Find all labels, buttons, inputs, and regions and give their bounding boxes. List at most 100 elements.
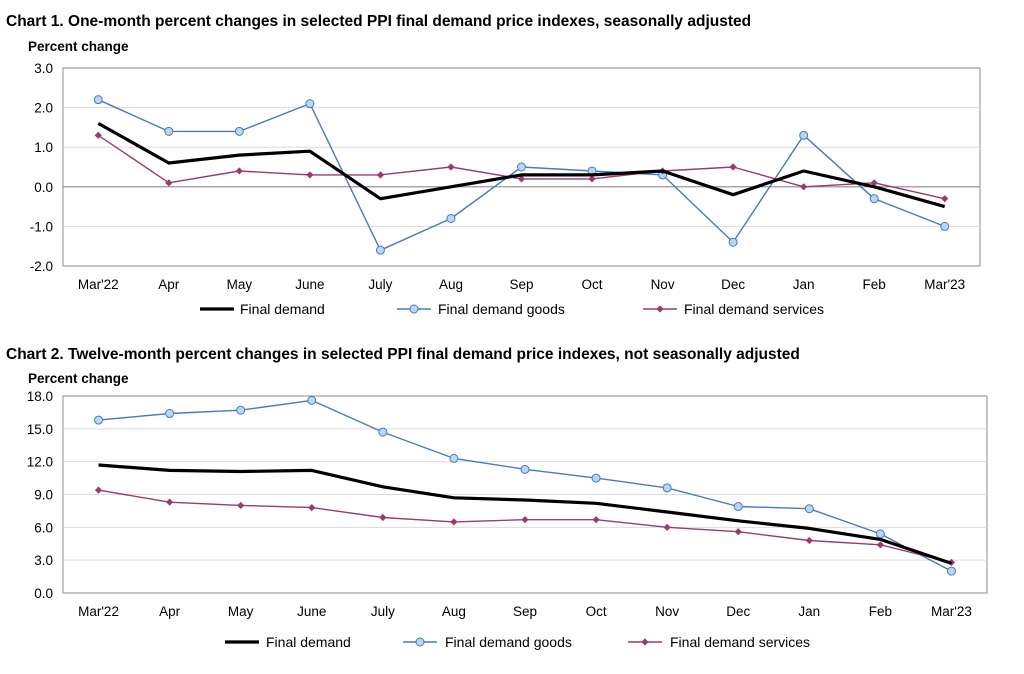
x-tick-label: Dec — [726, 604, 750, 619]
data-point — [306, 171, 314, 179]
data-point — [591, 473, 601, 483]
series-line — [98, 399, 952, 572]
y-tick-label: 3.0 — [34, 553, 53, 568]
data-point — [165, 409, 175, 419]
legend-entry: Final demand — [240, 301, 325, 317]
legend-entry: Final demand — [266, 634, 351, 650]
chart-1-y-axis-label: Percent change — [28, 39, 129, 54]
data-point — [449, 453, 459, 463]
data-point — [307, 395, 317, 405]
data-point — [662, 483, 672, 493]
y-tick-label: 0.0 — [34, 586, 53, 601]
data-point — [94, 486, 103, 494]
x-tick-label: June — [295, 277, 324, 292]
x-tick-label: Apr — [158, 277, 180, 292]
data-point — [733, 502, 743, 512]
x-tick-label: Oct — [582, 277, 603, 292]
legend-marker — [656, 305, 664, 313]
data-point — [520, 464, 530, 474]
chart-1-title: Chart 1. One-month percent changes in se… — [6, 13, 751, 30]
data-point — [588, 175, 596, 183]
x-tick-label: Dec — [721, 277, 745, 292]
legend-entry: Final demand services — [670, 634, 810, 650]
data-point — [869, 194, 879, 204]
y-tick-label: 15.0 — [27, 422, 53, 437]
y-tick-label: 1.0 — [34, 140, 53, 155]
data-point — [517, 175, 526, 183]
data-point — [235, 167, 243, 175]
data-point — [164, 126, 174, 136]
x-tick-label: Nov — [651, 277, 675, 292]
legend-entry: Final demand services — [684, 301, 824, 317]
x-tick-label: Sep — [509, 277, 533, 292]
data-point — [870, 179, 878, 187]
y-tick-label: 12.0 — [27, 455, 53, 470]
y-tick-label: -1.0 — [30, 219, 53, 234]
y-tick-label: 3.0 — [34, 61, 53, 76]
y-tick-label: 9.0 — [34, 488, 53, 503]
data-point — [876, 541, 884, 549]
y-tick-label: 2.0 — [34, 101, 53, 116]
x-tick-label: Aug — [442, 604, 466, 619]
data-point — [94, 131, 102, 139]
x-tick-label: Mar'23 — [924, 277, 965, 292]
data-point — [93, 95, 103, 105]
x-tick-label: June — [297, 604, 326, 619]
data-point — [446, 213, 456, 223]
series-line — [98, 463, 953, 565]
legend-entry: Final demand goods — [438, 301, 565, 317]
data-point — [376, 171, 385, 179]
x-tick-label: May — [227, 277, 253, 292]
series-line — [97, 122, 946, 209]
data-point — [375, 245, 385, 255]
x-tick-label: Mar'23 — [931, 604, 972, 619]
x-tick-label: Oct — [586, 604, 607, 619]
legend-marker — [409, 304, 419, 314]
data-point — [800, 183, 808, 191]
data-point — [946, 566, 956, 576]
plot-area-frame — [62, 67, 981, 267]
x-tick-label: Feb — [863, 277, 886, 292]
data-point — [804, 504, 814, 514]
x-tick-label: July — [371, 604, 395, 619]
chart-2: Chart 2. Twelve-month percent changes in… — [6, 346, 988, 650]
chart-1: Chart 1. One-month percent changes in se… — [6, 13, 981, 317]
data-point — [166, 498, 174, 506]
data-point — [234, 126, 244, 136]
legend-entry: Final demand goods — [445, 634, 572, 650]
chart-2-y-axis-label: Percent change — [28, 371, 129, 386]
data-point — [592, 516, 600, 524]
data-point — [940, 221, 950, 231]
y-tick-label: -2.0 — [30, 259, 53, 274]
x-tick-label: Feb — [869, 604, 892, 619]
legend-marker — [641, 638, 649, 646]
y-tick-label: 18.0 — [27, 389, 53, 404]
x-tick-label: Aug — [439, 277, 463, 292]
data-point — [305, 99, 315, 109]
x-tick-label: July — [368, 277, 392, 292]
data-point — [734, 528, 742, 536]
data-point — [378, 427, 388, 437]
data-point — [165, 179, 173, 187]
x-tick-label: Mar'22 — [78, 604, 119, 619]
data-point — [447, 163, 455, 171]
x-tick-label: Sep — [513, 604, 537, 619]
data-point — [450, 518, 458, 526]
data-point — [799, 130, 809, 140]
data-point — [805, 536, 813, 545]
data-point — [94, 415, 104, 425]
chart-2-title: Chart 2. Twelve-month percent changes in… — [6, 346, 800, 363]
legend-marker — [415, 637, 425, 647]
data-point — [517, 162, 526, 172]
data-point — [728, 237, 738, 247]
data-point — [237, 501, 245, 510]
x-tick-label: Nov — [655, 604, 679, 619]
data-point — [236, 405, 246, 415]
data-point — [663, 523, 671, 531]
data-point — [521, 516, 529, 524]
x-tick-label: Mar'22 — [78, 277, 119, 292]
data-point — [308, 504, 316, 512]
x-tick-label: Jan — [798, 604, 820, 619]
x-tick-label: Jan — [793, 277, 815, 292]
data-point — [729, 163, 737, 171]
